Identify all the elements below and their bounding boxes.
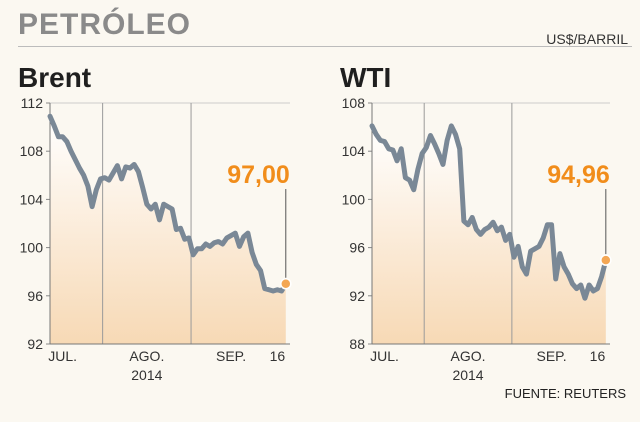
wti-x-tick-label: AGO.: [451, 348, 486, 364]
wti-area-fill: [372, 125, 606, 345]
brent-y-tick-label: 112: [21, 95, 44, 111]
brent-area-fill: [50, 116, 286, 344]
wti-last-point-marker: [600, 254, 612, 266]
brent-x-tick-label: 16: [270, 348, 286, 364]
wti-x-tick-label: SEP.: [536, 348, 566, 364]
brent-x-tick-label: AGO.: [129, 348, 164, 364]
brent-y-tick-label: 100: [20, 240, 44, 256]
brent-chart-title: Brent: [18, 62, 92, 93]
unit-label: US$/BARRIL: [546, 31, 628, 47]
wti-last-value-label: 94,96: [547, 161, 610, 189]
wti-y-tick-label: 96: [349, 240, 365, 256]
brent-series-line: [47, 113, 289, 294]
brent-y-tick-label: 96: [27, 288, 43, 304]
brent-y-tick-label: 104: [20, 191, 44, 207]
brent-y-tick-label: 108: [20, 143, 44, 159]
wti-x-tick-label: 16: [590, 348, 606, 364]
brent-y-tick-label: 92: [27, 336, 43, 352]
brent-x-tick-label: JUL.: [48, 348, 77, 364]
brent-last-value-label: 97,00: [227, 161, 290, 189]
wti-y-tick-label: 108: [342, 95, 366, 111]
brent-last-point-marker: [280, 278, 292, 290]
page-title: PETRÓLEO: [18, 8, 192, 41]
header: PETRÓLEO US$/BARRIL: [0, 6, 640, 50]
brent-x-year-label: 2014: [131, 367, 162, 383]
wti-x-tick-label: JUL.: [370, 348, 399, 364]
wti-y-tick-label: 104: [342, 143, 366, 159]
brent-x-tick-label: SEP.: [216, 348, 246, 364]
wti-series-line: [369, 123, 609, 301]
source-label: FUENTE: REUTERS: [504, 386, 626, 401]
wti-y-tick-label: 88: [349, 336, 365, 352]
wti-chart-title: WTI: [340, 62, 392, 93]
wti-x-year-label: 2014: [452, 367, 483, 383]
wti-y-tick-label: 92: [349, 288, 365, 304]
wti-y-tick-label: 100: [342, 191, 366, 207]
header-rule: [18, 46, 632, 47]
